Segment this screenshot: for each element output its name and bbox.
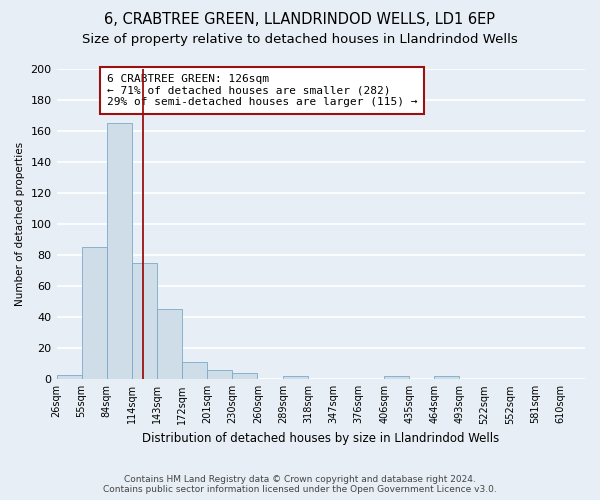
Bar bbox=[283, 376, 308, 380]
Bar bbox=[232, 373, 257, 380]
Bar bbox=[434, 376, 459, 380]
Bar bbox=[208, 370, 232, 380]
Bar bbox=[133, 263, 157, 380]
Text: 6 CRABTREE GREEN: 126sqm
← 71% of detached houses are smaller (282)
29% of semi-: 6 CRABTREE GREEN: 126sqm ← 71% of detach… bbox=[107, 74, 417, 107]
Text: 6, CRABTREE GREEN, LLANDRINDOD WELLS, LD1 6EP: 6, CRABTREE GREEN, LLANDRINDOD WELLS, LD… bbox=[104, 12, 496, 28]
Y-axis label: Number of detached properties: Number of detached properties bbox=[15, 142, 25, 306]
X-axis label: Distribution of detached houses by size in Llandrindod Wells: Distribution of detached houses by size … bbox=[142, 432, 499, 445]
Bar bbox=[56, 374, 82, 380]
Text: Size of property relative to detached houses in Llandrindod Wells: Size of property relative to detached ho… bbox=[82, 32, 518, 46]
Bar bbox=[157, 310, 182, 380]
Bar bbox=[384, 376, 409, 380]
Bar bbox=[107, 124, 131, 380]
Bar bbox=[182, 362, 208, 380]
Bar bbox=[82, 248, 107, 380]
Text: Contains public sector information licensed under the Open Government Licence v3: Contains public sector information licen… bbox=[103, 485, 497, 494]
Text: Contains HM Land Registry data © Crown copyright and database right 2024.: Contains HM Land Registry data © Crown c… bbox=[124, 475, 476, 484]
